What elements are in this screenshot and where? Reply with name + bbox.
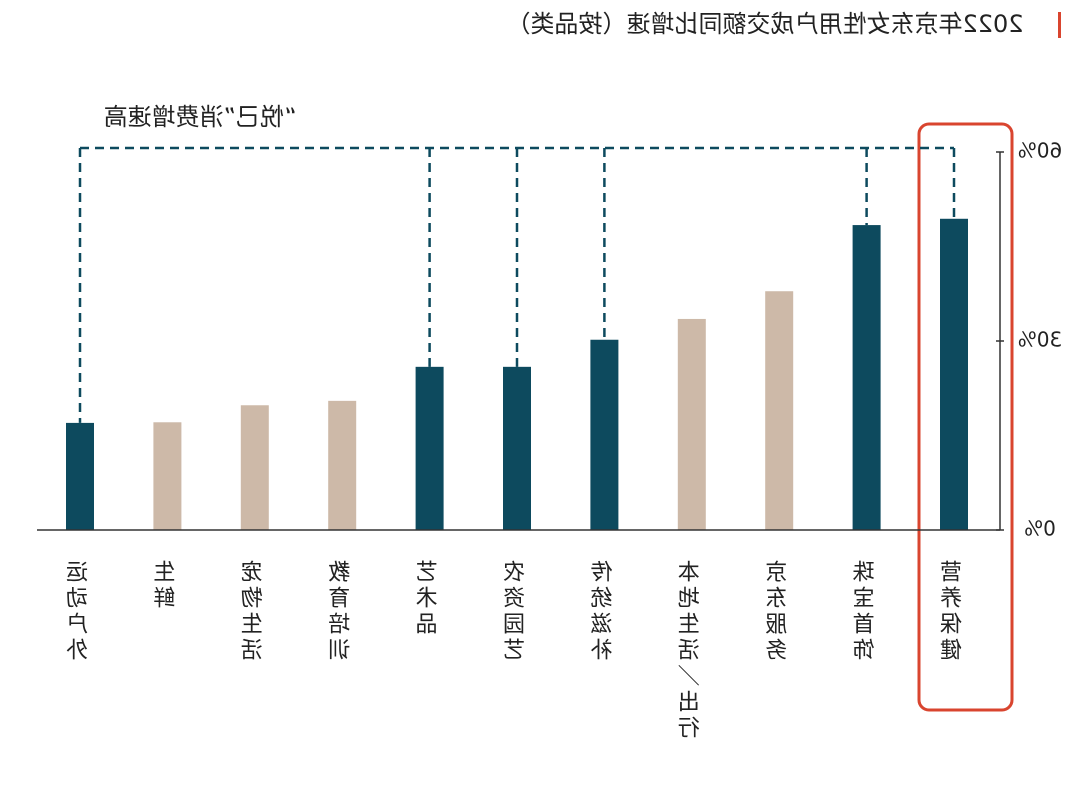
bar <box>415 366 444 530</box>
y-tick-label: 60% <box>1018 139 1062 163</box>
x-tick-label: 教育培训 <box>328 560 354 664</box>
bar <box>590 339 619 530</box>
bar <box>240 405 269 530</box>
x-tick-label: 京东服务 <box>765 560 791 664</box>
x-tick-label: 农资园艺 <box>503 560 529 664</box>
title-marker <box>1058 12 1061 38</box>
x-tick-label: 生鲜 <box>153 560 179 612</box>
y-tick-label: 0% <box>1024 517 1056 541</box>
chart-title: 2022年京东女性用户成交额同比增速（按品类） <box>506 10 1023 38</box>
x-tick-label: 营养保健 <box>940 560 966 664</box>
x-tick-label: 传统滋补 <box>590 560 616 664</box>
annotation: “悦己”消费增速高 <box>104 103 297 131</box>
bar <box>503 366 531 530</box>
bar <box>153 422 182 530</box>
bar <box>852 225 881 530</box>
x-tick-label: 运动户外 <box>66 560 92 664</box>
y-tick-label: 30% <box>1018 328 1062 352</box>
bar <box>940 218 968 530</box>
bar <box>328 400 357 530</box>
x-tick-label: 本地生活／出行 <box>678 560 704 742</box>
bar <box>677 318 706 530</box>
highlight-box <box>917 122 1014 712</box>
x-tick-label: 宠物生活 <box>241 560 267 664</box>
bar <box>765 291 794 530</box>
bar <box>66 422 94 530</box>
x-tick-label: 珠宝首饰 <box>853 560 879 664</box>
x-tick-label: 艺术品 <box>416 560 442 638</box>
